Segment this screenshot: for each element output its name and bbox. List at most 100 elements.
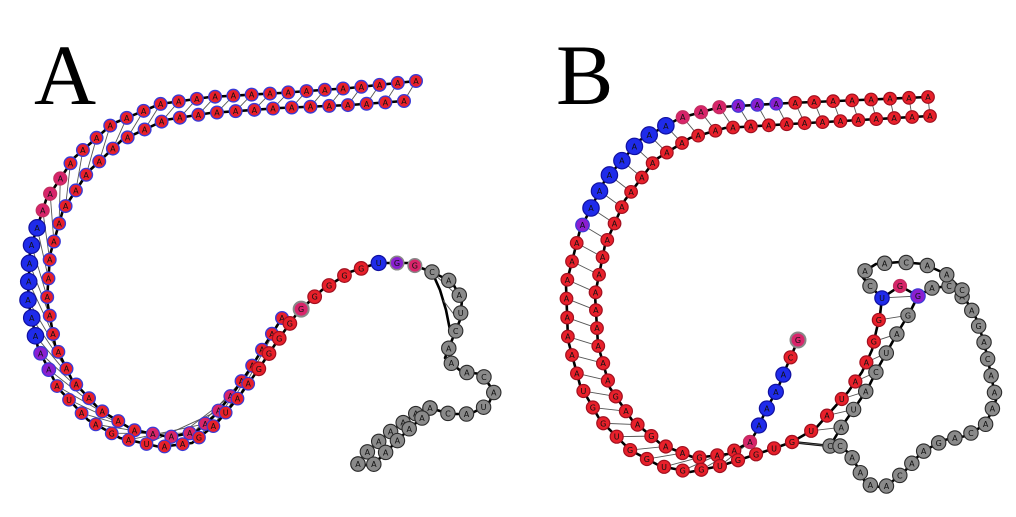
nucleotide-letter: G <box>644 455 650 464</box>
nucleotide-circle <box>892 278 908 294</box>
nucleotide: A <box>154 114 169 129</box>
nucleotide-circle <box>208 89 223 104</box>
nucleotide: G <box>282 316 298 331</box>
nucleotide-circle <box>963 425 979 441</box>
nucleotide-letter: G <box>648 432 654 441</box>
nucleotide-letter: A <box>874 115 880 124</box>
nucleotide: A <box>659 145 674 160</box>
nucleotide-circle <box>947 430 963 446</box>
nucleotide-circle <box>51 344 66 359</box>
nucleotide-letter: A <box>304 87 310 96</box>
nucleotide-letter: C <box>946 282 952 291</box>
nucleotide-circle <box>590 321 604 335</box>
nucleotide-circle <box>121 433 136 447</box>
nucleotide: A <box>20 254 39 273</box>
nucleotide-letter: G <box>795 336 801 345</box>
nucleotide-letter: G <box>276 334 282 343</box>
nucleotide-letter: A <box>868 481 874 490</box>
nucleotide-circle <box>458 406 475 422</box>
nucleotide: A <box>74 406 89 421</box>
nucleotide-letter: A <box>927 112 933 121</box>
nucleotide: G <box>261 346 277 361</box>
nucleotide: G <box>692 450 707 465</box>
nucleotide-circle <box>589 303 603 318</box>
nucleotide: G <box>871 312 886 328</box>
nucleotide-circle <box>923 109 937 123</box>
nucleotide-letter: A <box>25 296 31 305</box>
nucleotide-letter: A <box>884 482 890 491</box>
nucleotide: A <box>924 280 940 296</box>
nucleotide-circle <box>153 96 168 111</box>
nucleotide-circle <box>560 310 575 325</box>
nucleotide-letter: C <box>959 286 965 295</box>
nucleotide: A <box>350 456 366 472</box>
nucleotide-letter: A <box>326 102 332 111</box>
nucleotide-circle <box>659 145 674 160</box>
nucleotide-circle <box>712 458 728 474</box>
nucleotide-circle <box>878 345 895 361</box>
nucleotide: A <box>938 266 955 283</box>
nucleotide: A <box>862 477 879 493</box>
nucleotide: G <box>251 361 267 377</box>
nucleotide: C <box>979 351 996 367</box>
nucleotide: A <box>262 86 277 101</box>
nucleotide-letter: A <box>574 239 580 248</box>
nucleotide-circle <box>807 95 822 109</box>
nucleotide-letter: A <box>34 224 40 233</box>
nucleotide-letter: A <box>853 377 859 386</box>
nucleotide-letter: G <box>196 433 202 442</box>
nucleotide: G <box>748 447 764 462</box>
nucleotide: G <box>407 258 423 274</box>
nucleotide-letter: G <box>698 466 704 475</box>
nucleotide-circle <box>758 400 775 417</box>
nucleotide: A <box>864 92 878 107</box>
nucleotide-circle <box>582 199 600 217</box>
nucleotide-circle <box>353 261 369 276</box>
nucleotide-circle <box>119 110 134 125</box>
nucleotide-letter: A <box>773 388 779 397</box>
nucleotide-circle <box>218 405 233 420</box>
nucleotide: A <box>105 141 120 156</box>
nucleotide-letter: A <box>267 90 273 99</box>
nucleotide-circle <box>618 404 634 419</box>
nucleotide: A <box>340 98 355 113</box>
nucleotide-circle <box>588 285 603 300</box>
nucleotide-letter: G <box>627 446 633 455</box>
nucleotide: G <box>608 389 623 404</box>
nucleotide-circle <box>708 123 723 138</box>
nucleotide-circle <box>79 167 94 182</box>
nucleotide-circle <box>191 107 206 122</box>
nucleotide-letter: A <box>47 312 53 321</box>
nucleotide-letter: A <box>612 220 618 229</box>
nucleotide: U <box>139 437 154 451</box>
nucleotide: C <box>447 323 464 339</box>
nucleotide-letter: A <box>747 438 753 447</box>
nucleotide-circle <box>915 443 932 459</box>
nucleotide: G <box>675 463 690 478</box>
nucleotide: A <box>559 291 574 306</box>
nucleotide: A <box>869 112 884 126</box>
nucleotide-letter: A <box>781 371 787 380</box>
nucleotide-letter: A <box>635 421 641 430</box>
nucleotide-circle <box>750 97 765 112</box>
nucleotide-circle <box>984 400 1001 417</box>
nucleotide-circle <box>977 416 994 432</box>
nucleotide: U <box>62 392 76 407</box>
nucleotide-letter: C <box>788 353 794 362</box>
nucleotide-letter: A <box>427 404 433 413</box>
nucleotide-letter: A <box>340 84 346 93</box>
nucleotide-circle <box>645 156 660 171</box>
nucleotide-letter: A <box>680 113 686 122</box>
nucleotide-circle <box>607 216 622 231</box>
nucleotide: A <box>844 449 860 466</box>
nucleotide: A <box>121 433 136 447</box>
base-pair-line <box>146 410 219 445</box>
nucleotide-circle <box>443 355 460 371</box>
nucleotide: U <box>712 458 728 474</box>
nucleotide: A <box>657 116 675 135</box>
nucleotide-letter: A <box>838 117 844 126</box>
nucleotide-circle <box>976 334 992 350</box>
nucleotide: G <box>623 442 638 458</box>
nucleotide-letter: A <box>395 79 401 88</box>
